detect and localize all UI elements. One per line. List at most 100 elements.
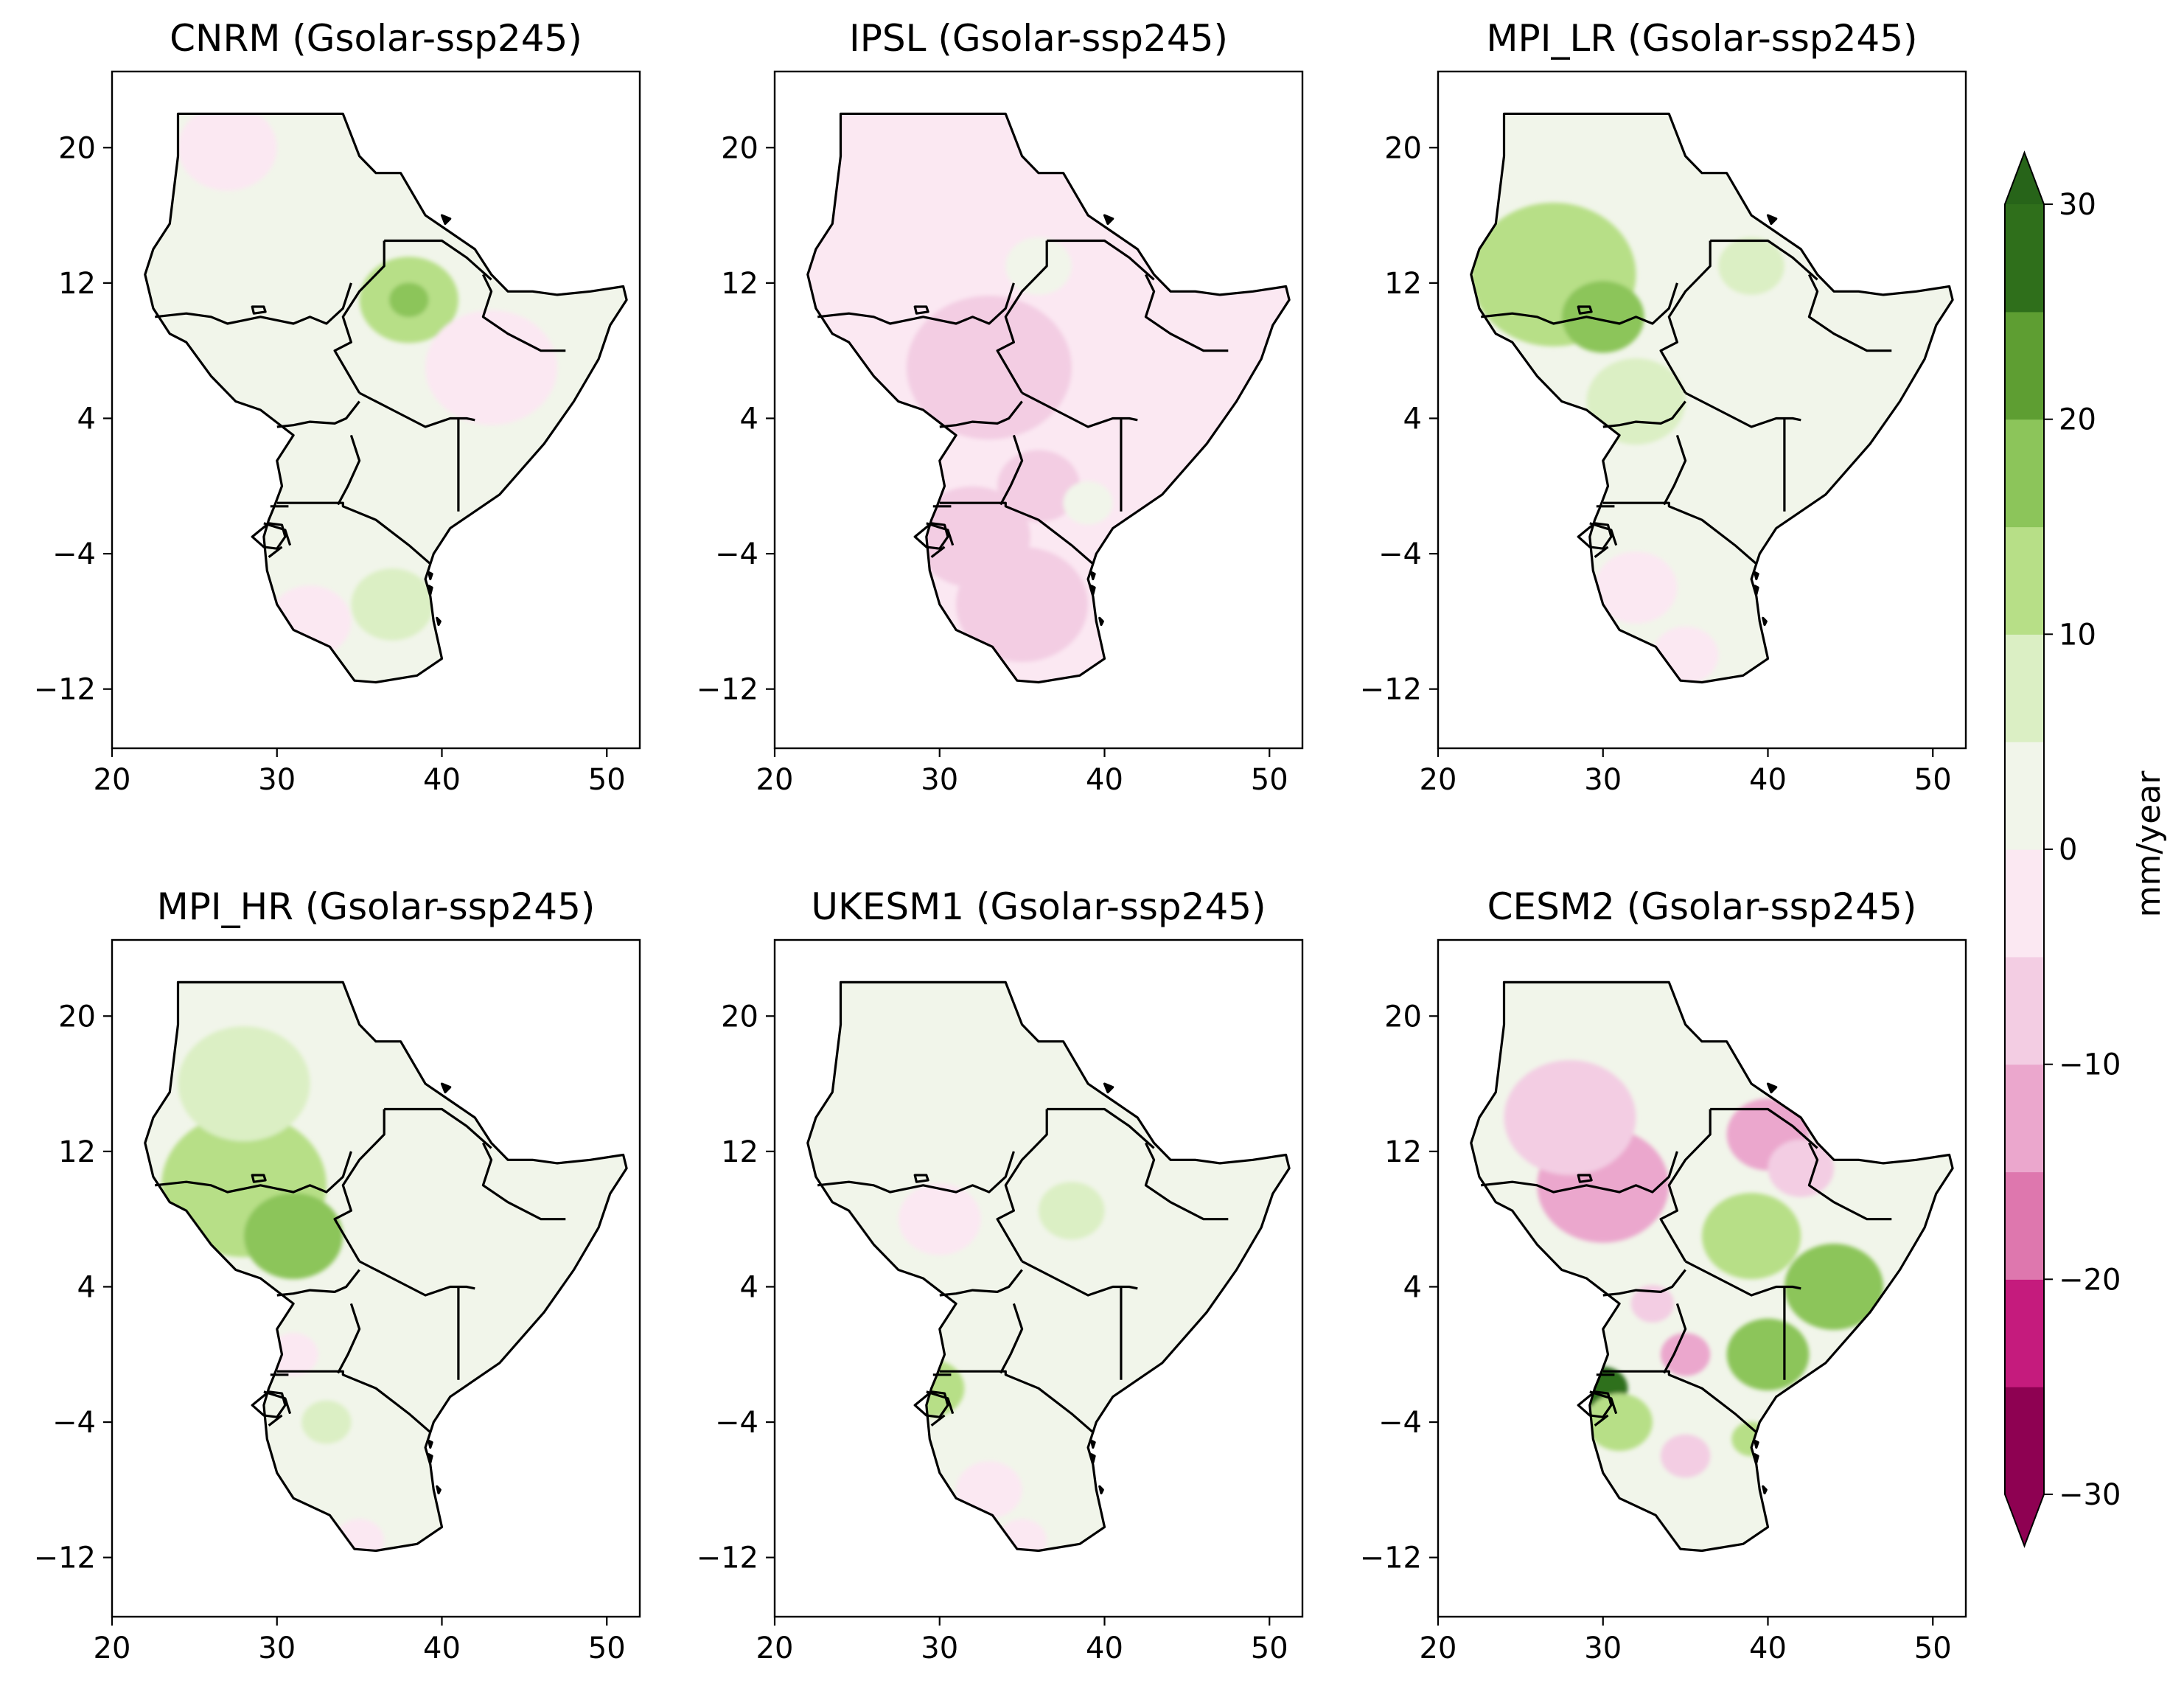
country-borders	[144, 112, 628, 684]
colorbar-tick-label: −30	[2059, 1478, 2121, 1512]
border-line	[1021, 1260, 1138, 1297]
anomaly-region	[351, 568, 434, 641]
border-line	[1659, 1109, 1712, 1262]
border-line	[1594, 1414, 1609, 1427]
border-line	[1684, 1260, 1801, 1297]
lake-outline	[1577, 1390, 1613, 1418]
border-line	[384, 239, 492, 281]
border-line	[358, 1260, 475, 1297]
lake-outline	[1577, 522, 1613, 550]
border-line	[999, 1303, 1024, 1374]
x-tick-label: 40	[1086, 763, 1123, 797]
anomaly-region	[301, 1400, 352, 1444]
y-tick-label: 12	[721, 1135, 758, 1169]
island	[1090, 1439, 1096, 1449]
panel-title: IPSL (Gsolar-ssp245)	[849, 17, 1228, 60]
x-tick-label: 30	[921, 1631, 958, 1665]
island	[1754, 585, 1759, 596]
y-tick-label: 20	[58, 131, 96, 165]
x-tick-label: 50	[1914, 1631, 1952, 1665]
border-line	[1589, 522, 1618, 546]
anomaly-region	[1619, 1477, 1686, 1536]
lake-outline	[251, 1390, 287, 1418]
anomaly-region	[1784, 1244, 1884, 1330]
colorbar-tick-label: 10	[2059, 618, 2096, 652]
anomaly-region	[956, 1460, 1022, 1519]
map-panel: IPSL (Gsolar-ssp245) 20 30 40 50 20 12 4 −4 −12	[697, 17, 1304, 797]
border-line	[1659, 240, 1712, 394]
island	[1766, 1082, 1778, 1094]
y-tick-label: 12	[58, 267, 96, 301]
border-line	[1589, 1390, 1618, 1415]
border-line	[276, 1370, 431, 1434]
island	[436, 1485, 442, 1495]
island	[428, 585, 433, 596]
border-line	[939, 1269, 1023, 1297]
border-line	[276, 501, 431, 565]
island	[1098, 616, 1104, 627]
x-tick-label: 50	[1251, 763, 1288, 797]
axes-frame	[111, 70, 641, 750]
border-line	[268, 546, 283, 558]
coastline	[1470, 980, 1954, 1553]
y-tick-label: −12	[697, 673, 758, 707]
border-line	[930, 1414, 946, 1427]
anomaly-region	[1768, 1139, 1835, 1197]
island	[436, 616, 442, 627]
coastline	[806, 980, 1291, 1553]
y-tick-label: 12	[1384, 267, 1422, 301]
island	[428, 1453, 433, 1464]
y-tick-label: 20	[1384, 131, 1422, 165]
panel-title: CNRM (Gsolar-ssp245)	[170, 17, 582, 60]
anomaly-region	[997, 1519, 1047, 1551]
y-tick-label: −12	[34, 1542, 96, 1575]
border-line	[1710, 1107, 1818, 1149]
panel-title: MPI_HR (Gsolar-ssp245)	[157, 885, 596, 928]
x-tick-label: 40	[423, 763, 461, 797]
island	[440, 1082, 452, 1094]
country-borders	[806, 112, 1291, 684]
x-tick-label: 20	[756, 763, 794, 797]
colorbar-tick-label: −20	[2059, 1263, 2121, 1297]
colorbar-band	[2005, 742, 2044, 850]
border-line	[1047, 1107, 1155, 1149]
border-line	[939, 501, 1094, 565]
border-line	[481, 274, 566, 352]
x-tick-label: 20	[756, 1631, 794, 1665]
y-tick-label: 4	[740, 1270, 758, 1304]
border-line	[996, 240, 1048, 394]
lake-outline	[251, 1174, 267, 1183]
anomaly-region	[268, 1333, 318, 1376]
y-tick-label: 4	[1403, 402, 1422, 436]
border-line	[1021, 391, 1138, 428]
anomaly-region	[335, 1519, 385, 1551]
country-borders	[806, 980, 1291, 1553]
border-line	[1594, 546, 1609, 558]
y-tick-label: 4	[77, 402, 96, 436]
anomaly-region	[1005, 237, 1072, 295]
y-tick-label: −4	[1378, 1406, 1422, 1440]
lake-outline	[913, 1390, 949, 1418]
anomaly-region	[1586, 1393, 1653, 1452]
country-borders	[144, 980, 628, 1553]
border-line	[926, 1390, 955, 1415]
country-borders	[1470, 112, 1954, 684]
panel-title: CESM2 (Gsolar-ssp245)	[1487, 885, 1917, 928]
axes-frame	[1437, 70, 1967, 750]
border-line	[1663, 1303, 1687, 1374]
island	[1090, 571, 1096, 581]
panel-title: UKESM1 (Gsolar-ssp245)	[811, 885, 1266, 928]
island	[1754, 1453, 1759, 1464]
anomaly-region	[1561, 281, 1644, 353]
colorbar-band	[2005, 1064, 2044, 1173]
coastline	[806, 112, 1291, 684]
colorbar-band	[2005, 634, 2044, 742]
map-panel: MPI_LR (Gsolar-ssp245) 20 30 40 50 20 12 4 −4 −12	[1360, 17, 1967, 797]
map-panel: CNRM (Gsolar-ssp245) 20 30 40 50 20 12 4 −4 −12	[34, 17, 641, 797]
border-line	[358, 391, 475, 428]
x-tick-label: 50	[588, 763, 626, 797]
y-tick-label: 4	[77, 1270, 96, 1304]
y-tick-label: 4	[740, 402, 758, 436]
anomaly-region	[956, 546, 1089, 662]
